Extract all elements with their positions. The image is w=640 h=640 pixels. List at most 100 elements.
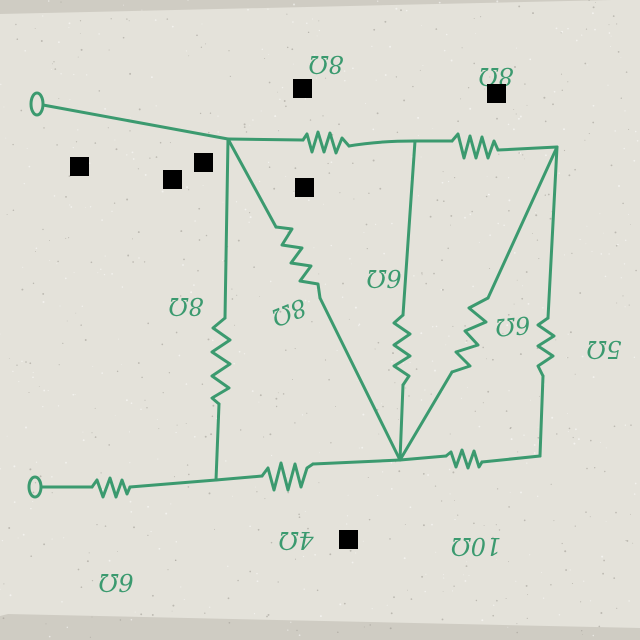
texture-speck [450,214,453,217]
texture-speck [138,257,140,259]
texture-speck [506,324,509,327]
texture-speck [111,210,113,213]
texture-speck [187,0,189,1]
texture-speck [496,488,499,490]
texture-speck [371,45,373,48]
texture-speck [211,415,214,418]
texture-speck [68,175,71,178]
texture-speck [149,157,151,159]
texture-speck [165,512,168,515]
texture-speck [375,79,377,81]
texture-speck [253,612,256,615]
texture-speck [98,33,100,35]
texture-speck [633,159,636,162]
texture-speck [114,415,116,416]
texture-speck [547,193,550,196]
texture-speck [79,20,82,22]
texture-speck [129,500,132,503]
texture-speck [309,119,312,121]
texture-speck [129,462,131,464]
texture-speck [175,559,177,561]
texture-speck [268,166,271,168]
texture-speck [432,326,434,328]
texture-speck [327,162,329,165]
texture-speck [209,112,212,114]
texture-speck [66,320,68,322]
texture-speck [322,115,324,117]
texture-speck [120,363,122,365]
texture-speck [158,428,160,430]
texture-speck [478,241,480,243]
texture-speck [22,266,24,268]
texture-speck [200,46,203,48]
texture-speck [613,425,616,428]
texture-speck [296,629,298,632]
texture-speck [175,540,178,543]
texture-speck [569,569,571,571]
texture-speck [26,147,28,149]
wire-right-vertical-lower [538,374,545,458]
texture-speck [624,424,627,426]
texture-speck [545,343,546,345]
texture-speck [590,439,592,442]
texture-speck [466,561,468,563]
texture-speck [537,436,540,439]
texture-speck [38,385,40,387]
texture-speck [277,392,279,394]
texture-speck [523,434,525,436]
texture-speck [492,614,495,617]
texture-speck [519,353,522,356]
texture-speck [384,74,387,76]
redaction-marks [70,79,506,549]
texture-speck [101,372,103,374]
texture-speck [256,580,259,583]
texture-speck [585,511,587,513]
texture-speck [47,0,50,2]
wire-middle-vertical-lower [398,383,405,462]
texture-speck [113,202,116,204]
texture-speck [592,376,595,379]
texture-speck [166,18,169,20]
texture-speck [157,458,159,460]
texture-speck [199,112,202,115]
texture-speck [45,623,47,625]
texture-speck [452,325,454,327]
texture-speck [443,49,446,52]
texture-speck [0,588,1,590]
texture-speck [390,488,393,490]
texture-speck [460,397,463,399]
texture-speck [552,103,554,106]
texture-speck [623,147,625,150]
texture-speck [169,142,171,144]
texture-speck [187,486,190,488]
texture-speck [307,527,309,530]
texture-speck [422,64,424,66]
texture-speck [363,231,365,233]
texture-speck [420,156,422,158]
texture-speck [180,586,182,588]
texture-speck [415,368,418,370]
texture-speck [302,555,305,558]
texture-speck [222,259,224,262]
texture-speck [205,43,207,45]
texture-speck [183,598,185,600]
resistor-right-vertical [536,316,556,378]
texture-speck [430,393,432,395]
texture-speck [204,612,206,614]
texture-speck [614,130,616,132]
texture-speck [134,611,136,613]
texture-speck [508,390,510,392]
texture-speck [544,154,547,157]
texture-speck [421,272,423,274]
texture-speck [13,465,16,468]
texture-speck [584,62,587,65]
texture-speck [560,73,563,75]
texture-speck [633,356,636,359]
texture-speck [448,335,450,337]
texture-speck [381,471,384,473]
texture-speck [111,273,113,275]
texture-speck [228,50,230,52]
texture-speck [564,254,566,256]
texture-speck [496,0,499,3]
